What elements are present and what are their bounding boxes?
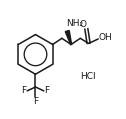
Text: O: O [80, 20, 86, 29]
Text: HCl: HCl [80, 72, 96, 81]
Text: OH: OH [99, 33, 113, 42]
Polygon shape [65, 30, 72, 45]
Text: NH₂: NH₂ [67, 19, 84, 28]
Text: F: F [21, 86, 27, 95]
Text: F: F [33, 97, 38, 106]
Text: F: F [44, 86, 50, 95]
